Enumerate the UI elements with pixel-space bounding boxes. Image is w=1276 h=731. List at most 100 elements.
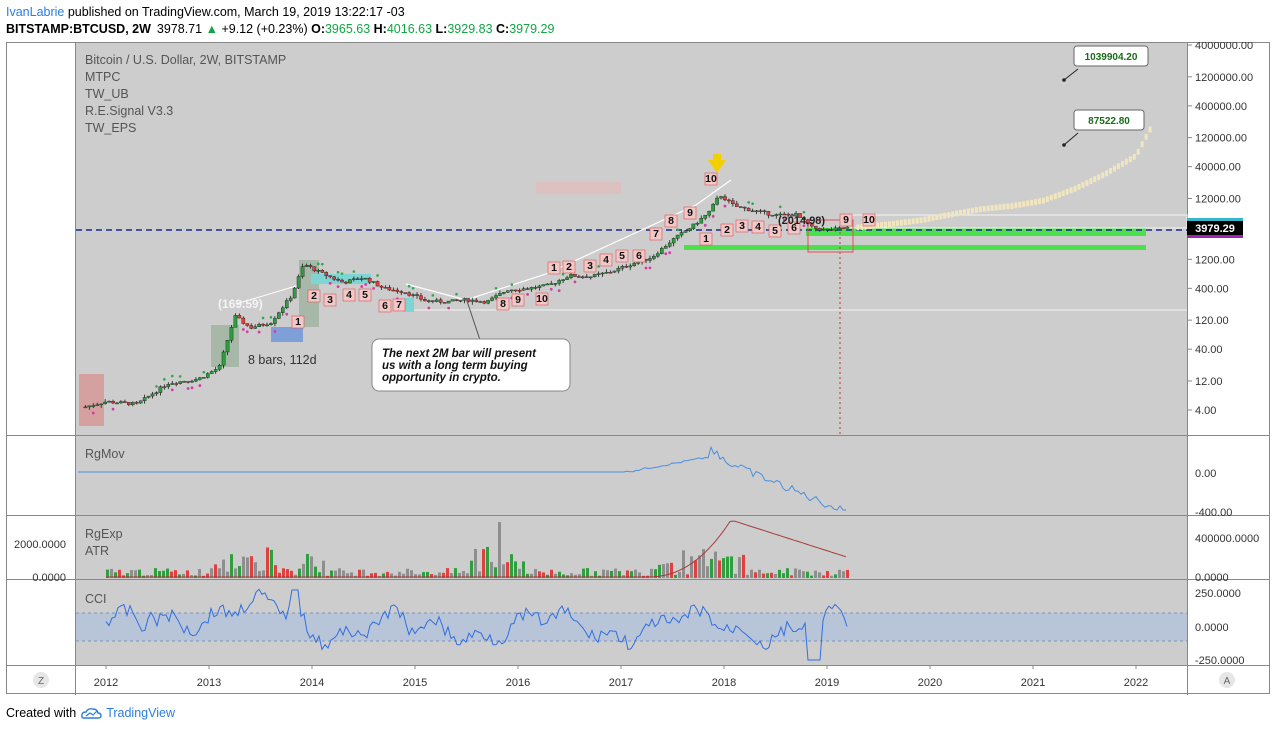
candle (356, 278, 360, 280)
signal-dot (336, 270, 340, 274)
candle (573, 274, 577, 277)
rgmov-series (78, 445, 846, 511)
candle (229, 327, 234, 341)
projection-bar (1148, 126, 1152, 133)
volume-bar (762, 573, 765, 578)
auto-scale-icon: A (1224, 676, 1231, 687)
projection-bar (1041, 197, 1045, 204)
legend-indicator-mtpc[interactable]: MTPC (85, 70, 120, 84)
sequence-box (664, 214, 678, 228)
volume-bar (446, 568, 449, 578)
volume-bar (506, 562, 509, 578)
candle (280, 307, 285, 313)
sequence-box (547, 261, 561, 275)
target-low-box[interactable] (1073, 109, 1145, 131)
candle (142, 397, 147, 402)
sequence-number: 3 (327, 294, 333, 306)
rgexp-title[interactable]: RgExp (85, 527, 123, 541)
signal-dot (91, 411, 95, 415)
signal-dot (407, 284, 411, 288)
candle (731, 200, 735, 205)
main-pane[interactable] (76, 43, 1187, 435)
created-with-text: Created with (6, 706, 77, 720)
sequence-number: 2 (724, 224, 730, 236)
candle (494, 295, 498, 299)
sequence-box (535, 292, 549, 306)
rgmov-title[interactable]: RgMov (85, 447, 125, 461)
sequence-box (342, 288, 356, 302)
rgexp-pane[interactable] (76, 516, 1187, 579)
candle (162, 386, 167, 388)
projection-bar (994, 204, 998, 211)
legend-indicator-tw-eps[interactable]: TW_EPS (85, 121, 136, 135)
projection-bar (1010, 203, 1014, 209)
projection-bar (927, 215, 931, 222)
projection-bar (1002, 203, 1006, 210)
candle (458, 300, 463, 302)
candle (794, 213, 798, 217)
sequence-box (768, 224, 782, 238)
candle (233, 315, 238, 328)
sequence-box (720, 223, 734, 237)
legend-indicator-tw-ub[interactable]: TW_UB (85, 87, 129, 101)
atr-title[interactable]: ATR (85, 544, 109, 558)
candle (806, 219, 810, 225)
volume-bar (630, 571, 633, 578)
volume-bar (666, 563, 669, 578)
volume-bar (338, 568, 341, 578)
signal-dot (340, 272, 344, 275)
callout-line-3: opportunity in crypto. (382, 372, 501, 384)
zoom-button[interactable] (33, 672, 49, 688)
volume-bar (402, 573, 405, 578)
candle (221, 351, 226, 366)
projection-bar (923, 216, 927, 223)
candle (320, 270, 325, 273)
candle (312, 266, 317, 272)
volume-bar (822, 575, 825, 578)
sequence-number: 4 (346, 289, 352, 301)
candle (300, 266, 305, 277)
candle (746, 207, 751, 212)
rgmov-pane[interactable] (76, 436, 1187, 515)
candle (624, 266, 629, 268)
cyan-zone (311, 274, 371, 284)
sequence-box (735, 219, 749, 233)
legend-title[interactable]: Bitcoin / U.S. Dollar, 2W, BITSTAMP (85, 53, 286, 67)
cci-title[interactable]: CCI (85, 592, 107, 606)
author-link[interactable]: IvanLabrie (6, 5, 65, 19)
candle (837, 227, 842, 229)
volume-bar (162, 570, 165, 578)
callout-box[interactable] (371, 338, 571, 392)
signal-dot (364, 283, 368, 286)
legend-indicator-resignal[interactable]: R.E.Signal V3.3 (85, 104, 173, 118)
sequence-box (599, 253, 613, 267)
sequence-number: 10 (705, 173, 717, 185)
bg-box (79, 374, 104, 426)
signal-dot (573, 280, 577, 284)
volume-bar (422, 572, 425, 578)
sequence-number: 6 (791, 222, 797, 234)
signal-dots (91, 201, 806, 415)
volume-bar (790, 575, 793, 578)
auto-scale-button[interactable] (1219, 672, 1235, 688)
candle (411, 294, 415, 296)
target-high-box[interactable] (1073, 45, 1149, 67)
candle (423, 299, 427, 302)
candle (616, 268, 621, 272)
tradingview-link[interactable]: TradingView (106, 706, 175, 720)
volume-bar (778, 569, 781, 578)
volume-bar (410, 570, 413, 578)
volume-bar (702, 549, 705, 578)
volume-bar (270, 549, 273, 578)
volume-bar (330, 570, 333, 578)
high-label: H: (373, 22, 387, 36)
candle (194, 379, 198, 382)
volume-bar (178, 574, 181, 578)
candle (407, 292, 411, 296)
projection-bar (915, 217, 919, 224)
sequence-number: 9 (843, 214, 849, 226)
candle (502, 292, 506, 294)
candle (711, 204, 715, 212)
sequence-box (496, 297, 510, 311)
